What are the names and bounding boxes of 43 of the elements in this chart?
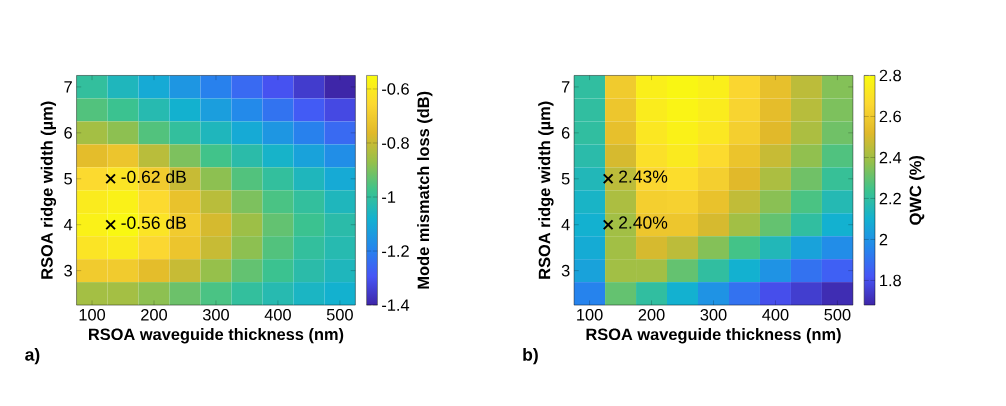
- y-tick-label: 7: [64, 81, 72, 93]
- color-bar-title: Mode mismatch loss (dB): [417, 91, 433, 289]
- x-tick-label: 400: [762, 309, 789, 321]
- y-tick-label: 5: [64, 173, 72, 185]
- y-tick-label: 4: [63, 219, 73, 231]
- color-bar-label: 1.8: [880, 274, 901, 287]
- x-tick-label: 300: [700, 309, 727, 321]
- y-axis-title: RSOA ridge width (µm): [538, 101, 554, 279]
- color-bar-label: 2: [879, 233, 888, 246]
- x-tick-label: 500: [824, 309, 851, 321]
- color-bar-label: 2.6: [879, 110, 901, 123]
- x-tick-label: 500: [326, 309, 353, 321]
- color-bar-label: -1.2: [382, 245, 409, 257]
- color-bar-label: 2.8: [879, 69, 901, 82]
- color-bar-label: 2.4: [879, 151, 902, 164]
- y-tick-label: 7: [561, 81, 570, 93]
- color-bar-label: -1: [382, 191, 396, 203]
- color-bar-label: -1.4: [382, 299, 410, 311]
- x-tick-label: 400: [264, 309, 291, 321]
- text: b): [523, 348, 538, 365]
- y-axis-title: RSOA ridge width (µm): [40, 101, 57, 279]
- x-tick-label: 100: [79, 309, 106, 321]
- y-tick-label: 6: [561, 127, 570, 139]
- x-axis-title: RSOA waveguide thickness (nm): [89, 328, 344, 344]
- x-tick-label: 200: [141, 309, 168, 321]
- annotation: 2.40%: [619, 216, 668, 229]
- y-tick-label: 6: [64, 127, 72, 139]
- annotation: -0.62 dB: [121, 170, 186, 184]
- annotation: 2.43%: [619, 170, 668, 183]
- x-tick-label: 200: [638, 309, 665, 321]
- y-tick-label: 3: [561, 264, 570, 277]
- color-bar-label: -0.8: [382, 137, 409, 149]
- x-tick-label: 100: [577, 309, 603, 321]
- x-tick-label: 300: [202, 309, 229, 321]
- y-tick-label: 5: [561, 173, 570, 185]
- annotation: -0.56 dB: [121, 216, 186, 230]
- y-tick-label: 4: [561, 219, 570, 231]
- color-bar-label: 2.2: [879, 192, 901, 205]
- color-bar-label: -0.6: [382, 83, 409, 95]
- x-axis-title: RSOA waveguide thickness (nm): [586, 328, 841, 344]
- y-tick-label: 3: [64, 264, 72, 277]
- text: a): [25, 348, 40, 365]
- color-bar-title: QWC (%): [909, 156, 925, 225]
